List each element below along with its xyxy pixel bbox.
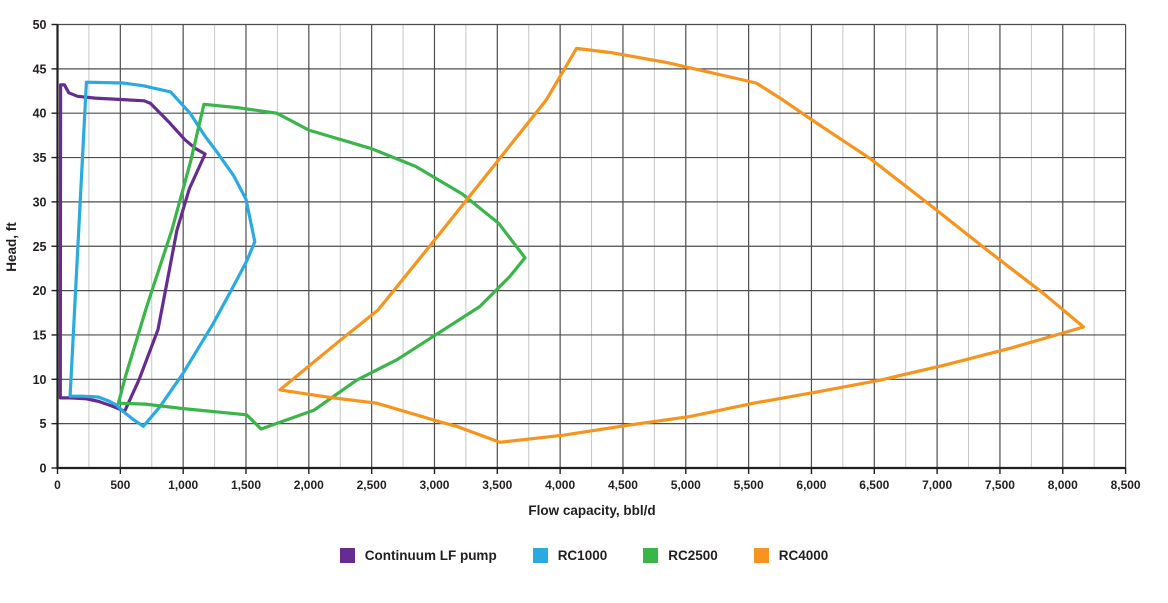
- y-tick-label: 10: [33, 373, 47, 387]
- x-tick-label: 0: [54, 478, 61, 492]
- x-tick-label: 2,000: [294, 478, 324, 492]
- series-group: [58, 46, 1086, 444]
- y-tick-label: 15: [33, 328, 47, 342]
- y-axis-title: Head, ft: [4, 222, 19, 272]
- x-tick-label: 500: [110, 478, 130, 492]
- x-tick-label: 6,500: [859, 478, 889, 492]
- legend-label: RC1000: [557, 548, 608, 563]
- y-tick-label: 35: [33, 151, 47, 165]
- x-tick-label: 1,000: [168, 478, 198, 492]
- y-tick-label: 5: [40, 417, 47, 431]
- legend-swatch-rc2500: [643, 548, 659, 563]
- x-tick-label: 4,000: [545, 478, 575, 492]
- series-envelope-rc1000: [68, 80, 257, 428]
- y-tick-label: 30: [33, 195, 47, 209]
- x-tick-label: 8,500: [1111, 478, 1141, 492]
- y-tick-label: 45: [33, 62, 47, 76]
- legend-swatch-continuum-lf-pump: [339, 548, 355, 563]
- y-tick-label: 20: [33, 284, 47, 298]
- y-tick-label: 40: [33, 107, 47, 121]
- chart-plot-area: 0 500 1,000 1,500 2,000 2,500 3,000 3,500 4,000 4…: [33, 18, 1141, 492]
- legend-label: RC4000: [778, 548, 829, 563]
- legend-swatch-rc1000: [532, 548, 548, 563]
- y-tick-label: 25: [33, 240, 47, 254]
- x-tick-label: 3,000: [419, 478, 449, 492]
- legend-item-continuum-lf-pump: Continuum LF pump: [339, 548, 497, 563]
- legend-item-rc1000: RC1000: [532, 548, 608, 563]
- legend-item-rc2500: RC2500: [643, 548, 718, 563]
- series-envelope-rc2500: [116, 102, 527, 431]
- x-tick-label: 5,000: [671, 478, 701, 492]
- axis-lines: [56, 24, 1126, 470]
- x-tick-label: 7,500: [985, 478, 1015, 492]
- axis-ticks: [51, 23, 1127, 474]
- x-tick-label: 8,000: [1048, 478, 1078, 492]
- x-tick-label: 3,500: [482, 478, 512, 492]
- chart-legend: Continuum LF pump RC1000 RC2500 RC4000: [0, 548, 1168, 563]
- legend-label: RC2500: [668, 548, 718, 563]
- axis-tick-labels: 0 500 1,000 1,500 2,000 2,500 3,000 3,500 4,000 4…: [33, 18, 1141, 492]
- x-tick-label: 4,500: [608, 478, 638, 492]
- x-tick-label: 7,000: [922, 478, 952, 492]
- x-tick-label: 1,500: [231, 478, 261, 492]
- series-envelope-rc4000: [278, 46, 1086, 444]
- legend-item-rc4000: RC4000: [753, 548, 829, 563]
- x-axis-title: Flow capacity, bbl/d: [528, 503, 656, 518]
- y-tick-label: 0: [40, 462, 47, 476]
- x-tick-label: 6,000: [796, 478, 826, 492]
- x-tick-label: 2,500: [357, 478, 387, 492]
- x-tick-label: 5,500: [734, 478, 764, 492]
- legend-swatch-rc4000: [753, 548, 769, 563]
- legend-label: Continuum LF pump: [364, 548, 497, 563]
- y-tick-label: 50: [33, 18, 47, 32]
- series-envelope-continuum-lf-pump: [58, 83, 207, 413]
